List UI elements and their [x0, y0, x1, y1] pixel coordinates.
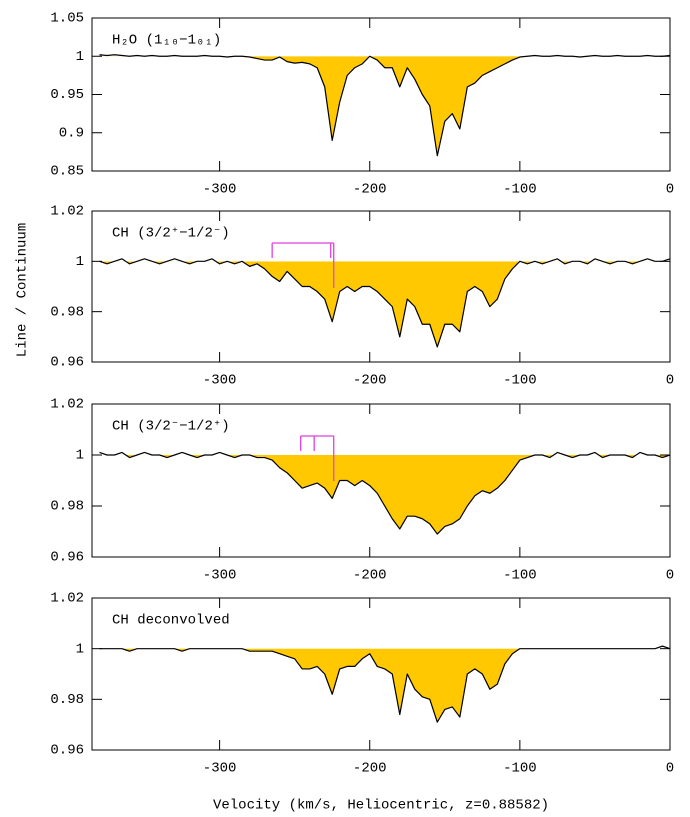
spectrum-line: [99, 451, 671, 535]
absorption-fill: [99, 455, 670, 535]
x-axis-label: Velocity (km/s, Heliocentric, z=0.88582): [213, 798, 549, 814]
x-tick-label: -300: [203, 568, 237, 584]
y-tick-label: 1: [76, 49, 84, 65]
panel: 0.96 0.98 1 1.02 -300 -200 -100 0 CH (3/2⁻−1/2⁺): [50, 397, 674, 584]
plot-frame: [91, 210, 671, 363]
x-tick-label: 0: [666, 761, 674, 777]
x-tick-label: 0: [666, 373, 674, 389]
x-tick-label: -300: [203, 182, 237, 198]
x-tick-label: -200: [353, 568, 387, 584]
y-tick-label: 1: [76, 254, 84, 270]
panel: 0.96 0.98 1 1.02 -300 -200 -100 0 CH deconvolved: [50, 591, 674, 777]
y-tick-label: 0.98: [50, 304, 84, 320]
y-tick-label: 0.98: [50, 499, 84, 515]
y-tick-label: 0.98: [50, 692, 84, 708]
spectrum-line: [99, 258, 671, 348]
y-tick-label: 0.96: [50, 743, 84, 759]
plot-frame: [91, 403, 671, 558]
y-tick-label: 1.02: [50, 204, 84, 220]
x-tick-label: -200: [353, 761, 387, 777]
y-tick-label: 0.96: [50, 355, 84, 371]
y-axis-label: Line / Continuum: [15, 223, 31, 357]
y-tick-label: 0.95: [50, 87, 84, 103]
x-tick-label: -200: [353, 373, 387, 389]
y-tick-label: 0.85: [50, 164, 84, 180]
y-tick-label: 1.02: [50, 397, 84, 413]
x-tick-label: -100: [503, 373, 537, 389]
x-tick-label: -200: [353, 182, 387, 198]
y-tick-label: 0.96: [50, 550, 84, 566]
spectrum-line: [99, 645, 671, 723]
panel: 0.96 0.98 1 1.02 -300 -200 -100 0 CH (3/2⁺−1/2⁻): [50, 204, 674, 389]
panel-title: H₂O (1₁₀−1₀₁): [112, 33, 221, 49]
y-tick-label: 1.02: [50, 591, 84, 607]
plot-frame: [91, 597, 671, 751]
panel-title: CH (3/2⁻−1/2⁺): [112, 419, 230, 435]
y-tick-label: 1: [76, 448, 84, 464]
panel-title: CH deconvolved: [112, 613, 230, 629]
absorption-fill: [99, 56, 670, 156]
panel: 0.85 0.9 0.95 1 1.05 -300 -200 -100 0 H₂O (1₁₀−1₀…: [50, 11, 674, 198]
x-tick-label: -100: [503, 182, 537, 198]
absorption-fill: [99, 261, 640, 347]
absorption-fill: [99, 648, 670, 723]
x-tick-label: 0: [666, 182, 674, 198]
x-tick-label: -300: [203, 761, 237, 777]
x-tick-label: -100: [503, 761, 537, 777]
y-tick-label: 1: [76, 641, 84, 657]
x-tick-label: 0: [666, 568, 674, 584]
y-tick-label: 0.9: [59, 125, 84, 141]
x-tick-label: -300: [203, 373, 237, 389]
y-tick-label: 1.05: [50, 11, 84, 27]
panel-title: CH (3/2⁺−1/2⁻): [112, 226, 230, 242]
spectrum-line: [99, 54, 671, 157]
x-tick-label: -100: [503, 568, 537, 584]
